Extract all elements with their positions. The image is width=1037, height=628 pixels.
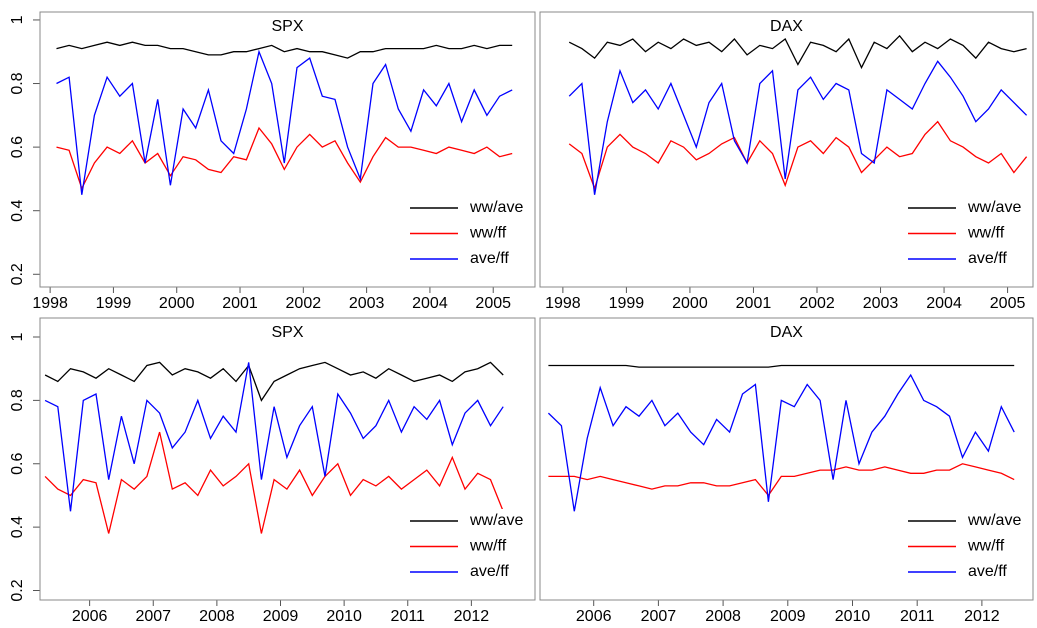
x-tick-label: 1998 [32, 295, 68, 312]
y-tick-label: 1 [9, 332, 26, 341]
x-tick-label: 2001 [222, 295, 258, 312]
legend-label: ww/ave [469, 199, 523, 216]
series-line [44, 361, 504, 402]
x-tick-label: 2005 [475, 295, 511, 312]
legend-label: ww/ff [967, 225, 1005, 242]
plot-border [39, 11, 536, 288]
x-tick-label: 2011 [391, 608, 426, 625]
y-tick-label: 1 [9, 15, 26, 24]
x-tick-label: 2000 [159, 295, 195, 312]
y-tick-label: 0.8 [9, 389, 26, 411]
x-tick-label: 2003 [863, 295, 899, 312]
legend-label: ave/ff [470, 250, 509, 267]
x-tick-label: 2001 [736, 295, 772, 312]
plot-border [39, 317, 536, 601]
legend-label: ave/ff [968, 250, 1007, 267]
y-tick-label: 0.8 [9, 72, 26, 94]
legend-label: ww/ff [469, 538, 507, 555]
y-tick-label: 0.4 [9, 516, 26, 538]
series-line [44, 431, 504, 534]
x-tick-label: 2010 [326, 608, 362, 625]
plot-border [539, 317, 1034, 601]
x-tick-label: 2011 [900, 608, 935, 625]
x-tick-label: 2006 [576, 608, 612, 625]
x-tick-label: 2002 [799, 295, 835, 312]
x-tick-label: 2009 [263, 608, 299, 625]
x-tick-label: 2012 [454, 608, 490, 625]
y-tick-label: 0.4 [9, 199, 26, 221]
x-tick-label: 1999 [96, 295, 132, 312]
legend-label: ave/ff [470, 563, 509, 580]
y-tick-label: 0.6 [9, 136, 26, 158]
x-tick-label: 2000 [672, 295, 708, 312]
x-tick-label: 2002 [286, 295, 322, 312]
legend-label: ww/ave [469, 512, 523, 529]
series-line [548, 463, 1015, 497]
series-line [548, 364, 1015, 368]
series-line [56, 49, 513, 195]
plot-border [539, 11, 1034, 288]
y-tick-label: 0.6 [9, 453, 26, 475]
series-line [568, 60, 1028, 195]
series-line [44, 362, 504, 512]
legend-label: ww/ff [967, 538, 1005, 555]
x-tick-label: 2007 [641, 608, 677, 625]
series-line [568, 120, 1028, 191]
panel-title: SPX [271, 324, 303, 341]
x-tick-label: 1999 [609, 295, 645, 312]
x-tick-label: 2008 [199, 608, 235, 625]
x-tick-label: 2008 [705, 608, 741, 625]
series-line [56, 41, 513, 59]
legend-label: ww/ave [967, 512, 1021, 529]
x-tick-label: 2010 [835, 608, 871, 625]
x-tick-label: 2007 [135, 608, 171, 625]
x-tick-label: 1998 [545, 295, 581, 312]
series-line [547, 373, 1015, 512]
y-tick-label: 0.2 [9, 579, 26, 601]
series-line [56, 126, 513, 191]
legend-label: ave/ff [968, 563, 1007, 580]
y-tick-label: 0.2 [9, 263, 26, 285]
panel-title: DAX [770, 18, 803, 35]
legend-label: ww/ave [967, 199, 1021, 216]
x-tick-label: 2006 [72, 608, 108, 625]
x-tick-label: 2004 [926, 295, 962, 312]
panel-title: SPX [271, 18, 303, 35]
x-tick-label: 2003 [349, 295, 385, 312]
x-tick-label: 2004 [412, 295, 448, 312]
series-line [568, 34, 1027, 70]
x-tick-label: 2009 [770, 608, 806, 625]
x-tick-label: 2012 [964, 608, 1000, 625]
x-tick-label: 2005 [990, 295, 1026, 312]
legend-label: ww/ff [469, 225, 507, 242]
panel-title: DAX [770, 324, 803, 341]
